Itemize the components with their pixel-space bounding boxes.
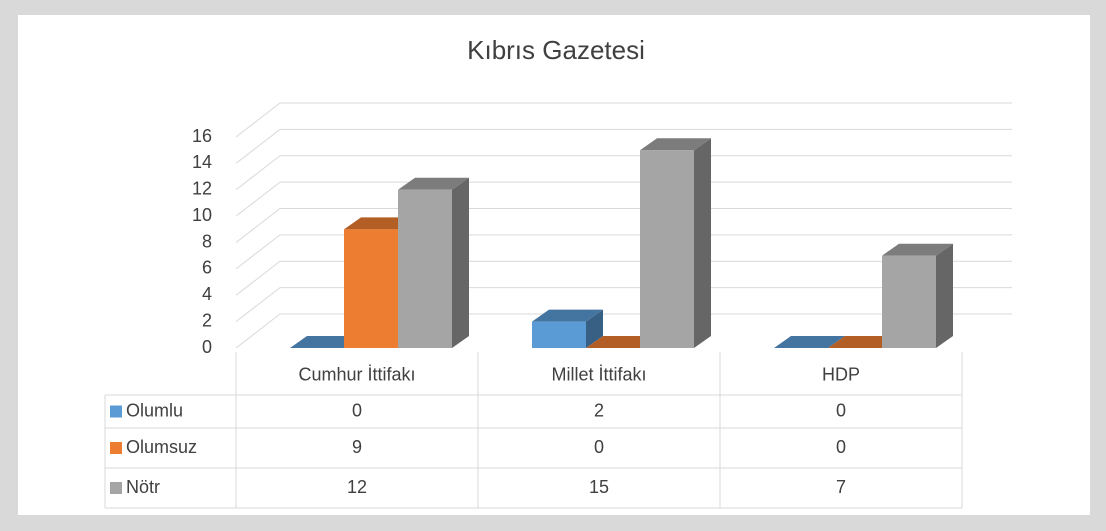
legend-label: Nötr <box>126 477 160 497</box>
bar-top <box>586 336 657 348</box>
grid-line <box>235 234 1012 270</box>
y-tick-label: 0 <box>202 337 212 357</box>
grid-line <box>235 260 1012 296</box>
legend-swatch <box>110 405 122 418</box>
table-value: 0 <box>836 400 846 420</box>
x-tick-label: HDP <box>822 364 860 384</box>
legend-swatch <box>110 442 122 454</box>
x-tick-label: Millet İttifakı <box>551 364 646 384</box>
bar <box>344 229 398 348</box>
bar-top <box>532 309 603 322</box>
bar-top <box>398 177 469 190</box>
y-tick-label: 4 <box>202 284 212 304</box>
table-value: 0 <box>594 437 604 457</box>
bar-top <box>290 336 361 348</box>
x-tick-label: Cumhur İttifakı <box>298 364 415 384</box>
grid-line <box>235 208 1012 243</box>
grid-line <box>235 102 1012 138</box>
table-value: 0 <box>836 437 846 457</box>
table-value: 0 <box>352 400 362 420</box>
y-tick-label: 6 <box>202 258 212 278</box>
grid-line <box>235 181 1012 217</box>
table-value: 12 <box>347 477 367 497</box>
legend-label: Olumsuz <box>126 437 197 457</box>
grid-line <box>235 128 1012 164</box>
table-value: 7 <box>836 477 846 497</box>
bar-top <box>640 138 711 151</box>
bar <box>882 255 936 348</box>
bar <box>398 189 452 348</box>
table-value: 9 <box>352 437 362 457</box>
bar-side <box>452 177 469 348</box>
bar <box>640 150 694 348</box>
legend-label: Olumlu <box>126 400 183 420</box>
bar-top <box>344 217 415 230</box>
grid-line <box>235 155 1012 191</box>
table-value: 15 <box>589 477 609 497</box>
bar-side <box>936 243 953 348</box>
grid-line <box>235 287 1012 323</box>
bar-top <box>882 243 953 256</box>
y-tick-label: 14 <box>192 152 212 172</box>
y-tick-label: 10 <box>192 205 212 225</box>
bar-top <box>828 336 899 348</box>
y-tick-label: 2 <box>202 310 212 330</box>
table-value: 2 <box>594 400 604 420</box>
y-tick-label: 16 <box>192 126 212 146</box>
chart-title: Kıbrıs Gazetesi <box>467 35 645 65</box>
y-tick-label: 8 <box>202 231 212 251</box>
bar-side <box>694 138 711 348</box>
legend-swatch <box>110 482 122 494</box>
bar-top <box>774 336 845 348</box>
y-tick-label: 12 <box>192 179 212 199</box>
bar-side <box>586 309 603 348</box>
bar <box>532 321 586 348</box>
grid-line <box>235 313 1012 349</box>
